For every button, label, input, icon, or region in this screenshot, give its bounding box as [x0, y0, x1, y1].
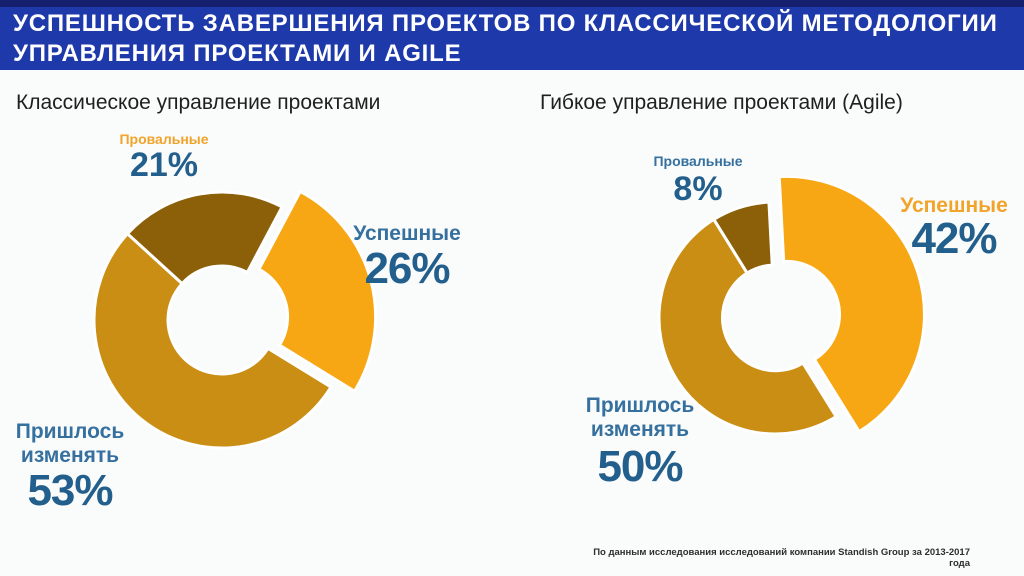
slice-had-to-change	[657, 217, 838, 436]
slice-successful	[777, 176, 926, 434]
chart-classic-subtitle: Классическое управление проектами	[16, 91, 381, 114]
agile-successful-percent: 42%	[911, 214, 997, 263]
slide-title-line2: УПРАВЛЕНИЯ ПРОЕКТАМИ И AGILE	[13, 40, 462, 67]
classic-successful-label: Успешные	[353, 222, 461, 245]
donut-chart-agile	[657, 176, 926, 436]
classic-had-to-change-label: Пришлось изменять	[15, 420, 125, 467]
banner-top-strip	[0, 0, 1024, 7]
classic-failed-label: Провальные	[119, 131, 209, 147]
source-note: По данным исследования исследований комп…	[593, 547, 970, 569]
agile-had-to-change-percent: 50%	[597, 442, 683, 491]
classic-successful-percent: 26%	[364, 244, 450, 293]
slice-had-to-change	[92, 232, 333, 450]
slice-successful	[257, 189, 378, 393]
classic-failed-percent: 21%	[129, 146, 199, 184]
title-banner: УСПЕШНОСТЬ ЗАВЕРШЕНИЯ ПРОЕКТОВ ПО КЛАССИ…	[0, 7, 1024, 70]
slice-failed	[712, 200, 774, 275]
slide-title: УСПЕШНОСТЬ ЗАВЕРШЕНИЯ ПРОЕКТОВ ПО КЛАССИ…	[13, 9, 1024, 69]
slide-title-line1: УСПЕШНОСТЬ ЗАВЕРШЕНИЯ ПРОЕКТОВ ПО КЛАССИ…	[13, 10, 998, 37]
agile-failed-percent: 8%	[673, 170, 723, 208]
slice-failed	[125, 190, 284, 286]
classic-had-to-change-percent: 53%	[27, 466, 113, 515]
agile-failed-label: Провальные	[653, 153, 743, 169]
agile-had-to-change-label: Пришлось изменять	[585, 394, 695, 441]
chart-agile-subtitle: Гибкое управление проектами (Agile)	[540, 91, 903, 114]
donut-chart-classic	[92, 189, 378, 450]
agile-successful-label: Успешные	[900, 194, 1008, 217]
